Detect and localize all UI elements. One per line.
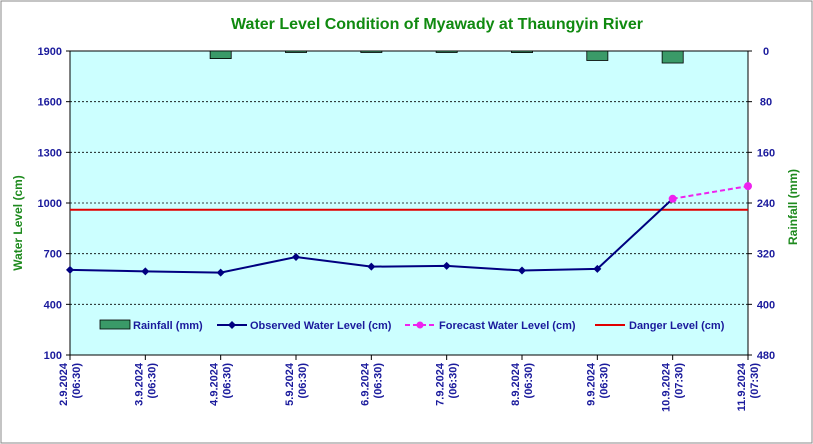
- y-tick-label: 100: [44, 350, 62, 362]
- x-tick-time: (06:30): [146, 363, 158, 399]
- legend-rainfall-label: Rainfall (mm): [133, 320, 203, 332]
- legend: Rainfall (mm) Observed Water Level (cm) Fo…: [99, 319, 725, 332]
- y-tick-label: 700: [44, 249, 62, 261]
- y-axis-title: Water Level (cm): [11, 175, 25, 271]
- x-tick-label: 9.9.2024(06:30): [585, 362, 610, 406]
- x-tick-time: (06:30): [598, 363, 610, 399]
- x-tick-date: 6.9.2024: [359, 362, 371, 406]
- x-tick-time: (06:30): [297, 363, 309, 399]
- rainfall-bar: [285, 50, 307, 53]
- observed-water-level-point: [593, 264, 602, 273]
- y-tick-label: 1900: [38, 46, 62, 58]
- x-tick-time: (06:30): [222, 363, 234, 399]
- legend-observed-marker: [228, 321, 236, 329]
- x-tick-label: 11.9.2024(07:30): [736, 362, 761, 411]
- x-tick-date: 9.9.2024: [585, 362, 597, 406]
- grid-layer: [70, 50, 748, 305]
- x-tick-label: 4.9.2024(06:30): [209, 362, 234, 406]
- x-tick-time: (07:30): [674, 363, 686, 399]
- x-tick-date: 2.9.2024: [58, 362, 70, 406]
- legend-danger-label: Danger Level (cm): [629, 320, 725, 332]
- x-tick-time: (06:30): [372, 363, 384, 399]
- x-tick-date: 3.9.2024: [133, 362, 145, 406]
- observed-water-level-point: [442, 261, 451, 270]
- rainfall-bar: [586, 50, 609, 61]
- x-tick-label: 10.9.2024(07:30): [661, 362, 686, 412]
- legend-observed-label: Observed Water Level (cm): [250, 320, 392, 332]
- forecast-water-level-point: [668, 194, 677, 203]
- y2-tick-label: 0: [763, 46, 769, 58]
- observed-water-level-point: [518, 266, 526, 275]
- x-tick-label: 7.9.2024(06:30): [435, 362, 460, 406]
- legend-rainfall-swatch: [99, 319, 131, 330]
- x-tick-label: 5.9.2024(06:30): [284, 362, 309, 406]
- observed-water-level-point: [367, 262, 376, 271]
- observed-water-level-point: [292, 253, 300, 262]
- x-tick-time: (06:30): [523, 363, 535, 399]
- x-tick-date: 8.9.2024: [510, 362, 522, 406]
- x-tick-time: (06:30): [448, 363, 460, 399]
- y-tick-label: 400: [44, 299, 62, 311]
- observed-water-level-point: [66, 265, 74, 274]
- x-tick-date: 7.9.2024: [435, 362, 447, 406]
- rainfall-bar: [511, 50, 533, 53]
- x-tick-label: 2.9.2024(06:30): [58, 362, 83, 406]
- x-tick-time: (07:30): [749, 363, 761, 399]
- x-tick-time: (06:30): [71, 363, 83, 399]
- x-tick-label: 8.9.2024(06:30): [510, 362, 535, 406]
- water-level-lines: [66, 182, 752, 277]
- x-tick-date: 5.9.2024: [284, 362, 296, 406]
- y2-tick-label: 80: [760, 97, 772, 109]
- forecast-water-level-point: [744, 182, 752, 191]
- rainfall-bar: [435, 50, 458, 53]
- y2-tick-label: 480: [757, 350, 775, 362]
- y2-axis-title: Rainfall (mm): [786, 169, 800, 245]
- y2-tick-label: 320: [757, 249, 775, 261]
- chart-title: Water Level Condition of Myawady at Thau…: [231, 16, 643, 33]
- observed-water-level-point: [141, 267, 150, 276]
- y-tick-label: 1300: [38, 147, 62, 159]
- y2-tick-label: 240: [757, 198, 775, 210]
- y2-tick-label: 400: [757, 299, 775, 311]
- x-tick-date: 10.9.2024: [661, 362, 673, 412]
- x-tick-date: 11.9.2024: [736, 362, 748, 411]
- rainfall-bar: [661, 50, 684, 64]
- legend-forecast-marker: [416, 321, 424, 329]
- legend-forecast-label: Forecast Water Level (cm): [439, 320, 576, 332]
- axes-layer: 100 400 700 1000 1300 1600 1900 0 80 160 240 320 400…: [38, 46, 776, 412]
- y2-tick-label: 160: [757, 147, 775, 159]
- observed-water-level-point: [216, 268, 225, 277]
- y-tick-label: 1000: [38, 198, 62, 210]
- x-tick-label: 3.9.2024(06:30): [133, 362, 158, 406]
- rainfall-bar: [360, 50, 383, 53]
- x-tick-label: 6.9.2024(06:30): [359, 362, 384, 406]
- rainfall-bars: [209, 50, 684, 64]
- rainfall-bar: [209, 50, 232, 59]
- x-tick-date: 4.9.2024: [209, 362, 221, 406]
- y-tick-label: 1600: [38, 97, 62, 109]
- forecast-water-level-line: [672, 185, 749, 200]
